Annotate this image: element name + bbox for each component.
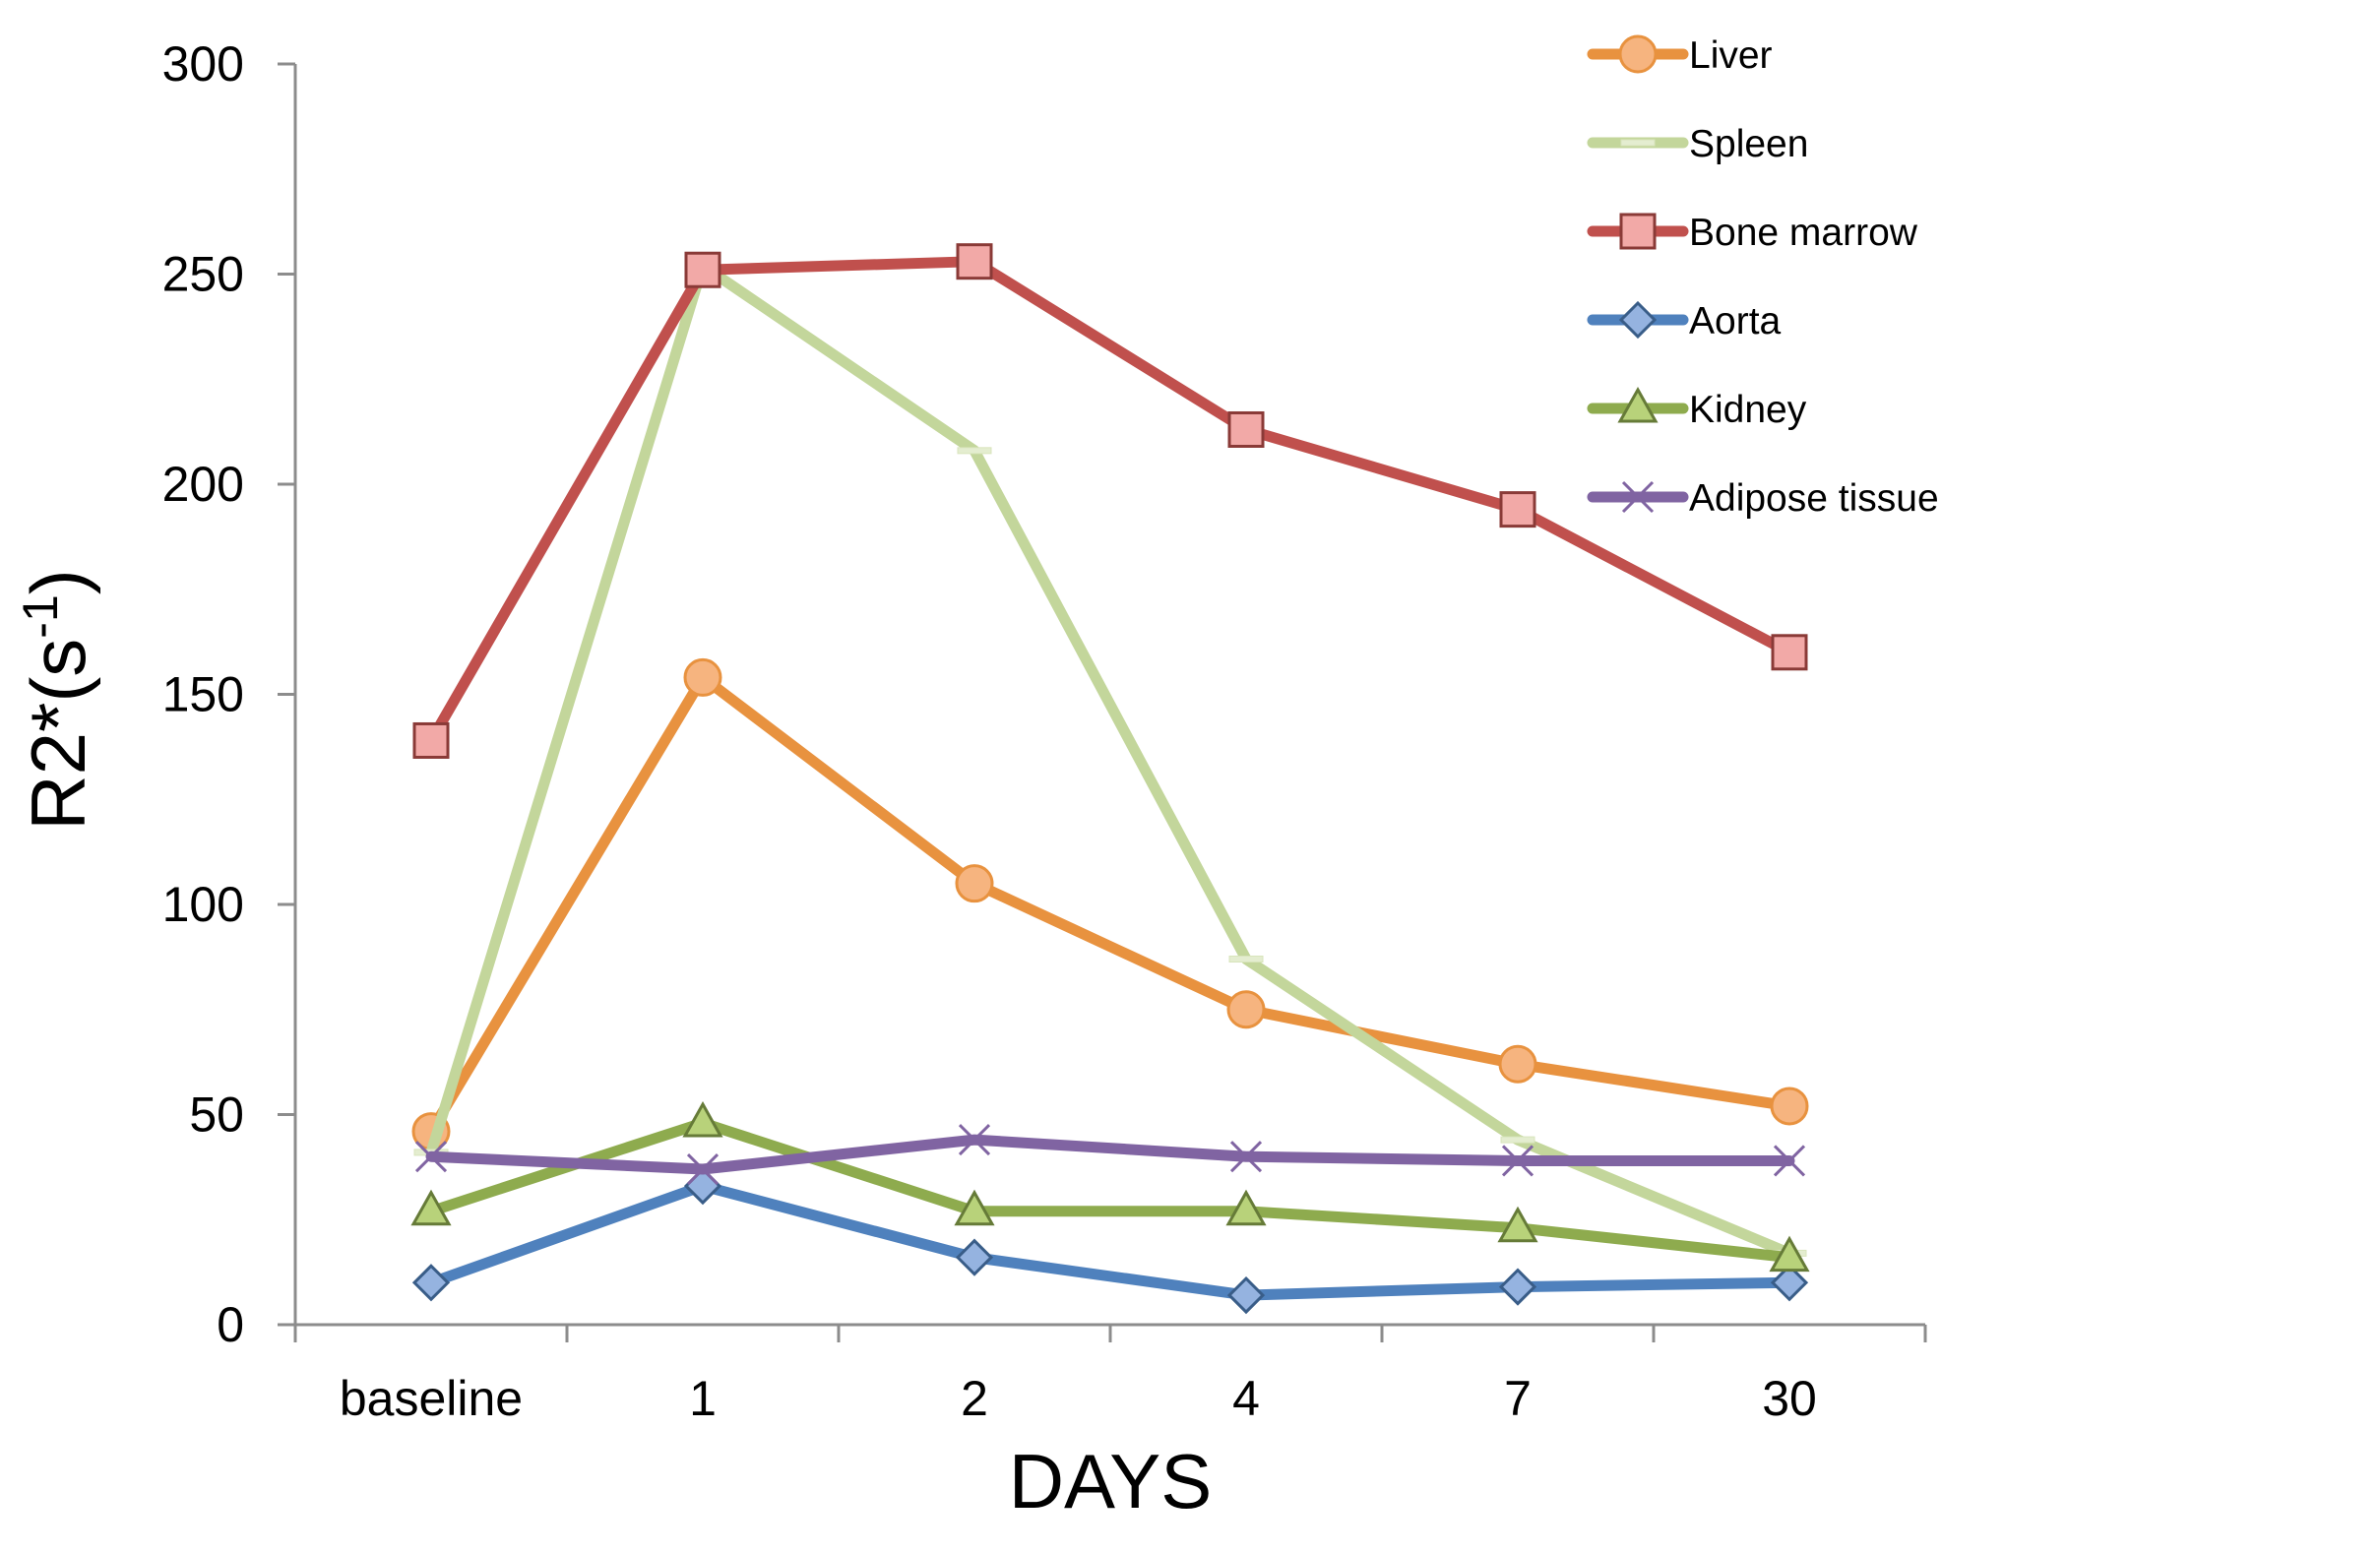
- series-line-liver: [425, 671, 1795, 1138]
- legend-label-bone-marrow: Bone marrow: [1689, 212, 1918, 254]
- data-point-adipose-tissue: [1501, 1145, 1534, 1177]
- legend-label-spleen: Spleen: [1689, 123, 1808, 165]
- data-point-kidney: [954, 1189, 995, 1226]
- legend-label-kidney: Kidney: [1689, 389, 1807, 431]
- series-layer: [410, 243, 1810, 1315]
- legend-item-spleen: Spleen: [1587, 123, 1808, 165]
- data-point-kidney: [1225, 1189, 1267, 1226]
- series-bone-marrow: [412, 243, 1808, 759]
- axes: [278, 62, 1927, 1342]
- data-point-adipose-tissue: [1229, 1141, 1263, 1173]
- legend-marker: [1621, 480, 1655, 514]
- data-point-aorta: [1498, 1268, 1537, 1306]
- y-tick-label: 250: [162, 247, 244, 302]
- marker-stroke: [686, 1152, 720, 1186]
- data-point-bone-marrow: [1771, 634, 1808, 671]
- legend-label-liver: Liver: [1689, 34, 1773, 77]
- series-liver: [411, 657, 1809, 1151]
- data-point-adipose-tissue: [414, 1141, 448, 1173]
- data-point-liver: [1498, 1044, 1537, 1084]
- legend-item-aorta: Aorta: [1587, 300, 1782, 342]
- y-tick-label: 150: [162, 667, 244, 722]
- data-point-spleen: [1500, 1136, 1535, 1144]
- data-point-bone-marrow: [1227, 410, 1265, 448]
- legend-marker: [1618, 34, 1658, 74]
- legend-item-kidney: Kidney: [1587, 386, 1807, 431]
- data-point-spleen: [1228, 956, 1264, 963]
- series-line-aorta: [425, 1180, 1795, 1301]
- series-line-bone-marrow: [425, 256, 1795, 746]
- x-tick-label: 7: [1504, 1371, 1532, 1426]
- y-tick-label: 200: [162, 457, 244, 512]
- x-tick-label: 2: [961, 1371, 988, 1426]
- data-point-aorta: [955, 1238, 994, 1276]
- legend-item-adipose-tissue: Adipose tissue: [1587, 477, 1939, 520]
- series-line-adipose-tissue: [425, 1134, 1795, 1175]
- x-tick-label: 1: [689, 1371, 717, 1426]
- y-tick-label: 300: [162, 36, 244, 92]
- data-point-bone-marrow: [956, 243, 993, 280]
- series-line-spleen: [425, 260, 1795, 1259]
- data-point-kidney: [682, 1100, 723, 1138]
- data-point-liver: [683, 657, 722, 697]
- legend-marker: [1620, 139, 1656, 147]
- data-point-kidney: [1769, 1235, 1810, 1273]
- data-point-aorta: [1226, 1275, 1266, 1315]
- y-axis-title-superscript: -1: [13, 594, 68, 638]
- legend-marker: [1618, 300, 1658, 340]
- data-point-aorta: [411, 1264, 451, 1302]
- x-axis-title: DAYS: [1009, 1438, 1213, 1524]
- marker-stroke: [414, 1141, 448, 1173]
- x-tick-label: 4: [1232, 1371, 1260, 1426]
- marker-stroke: [958, 1124, 991, 1156]
- data-point-bone-marrow: [412, 721, 450, 759]
- marker-stroke: [1621, 480, 1655, 514]
- data-point-kidney: [410, 1189, 452, 1226]
- series-kidney: [410, 1100, 1810, 1273]
- data-point-aorta: [1770, 1264, 1809, 1302]
- data-point-bone-marrow: [684, 251, 721, 288]
- x-tick-label: baseline: [340, 1371, 523, 1426]
- legend-label-aorta: Aorta: [1689, 300, 1782, 342]
- data-point-liver: [1770, 1087, 1809, 1126]
- legend-item-liver: Liver: [1587, 34, 1773, 77]
- legend-marker: [1617, 386, 1659, 423]
- data-point-liver: [1226, 990, 1266, 1029]
- data-point-adipose-tissue: [958, 1124, 991, 1156]
- legend-label-adipose-tissue: Adipose tissue: [1689, 477, 1939, 520]
- data-point-kidney: [1497, 1206, 1538, 1243]
- data-point-liver: [955, 864, 994, 903]
- legend: Liver Spleen Bone marrow Aorta Kidney Adipose…: [1587, 34, 1939, 520]
- legend-item-bone-marrow: Bone marrow: [1587, 212, 1918, 254]
- x-tick-labels: baseline 1 2 4 7 30: [340, 1371, 1817, 1426]
- x-tick-label: 30: [1762, 1371, 1817, 1426]
- marker-stroke: [1773, 1145, 1806, 1177]
- legend-marker: [1619, 213, 1657, 250]
- y-tick-label: 50: [189, 1087, 244, 1143]
- data-point-adipose-tissue: [1773, 1145, 1806, 1177]
- y-axis-title-main: R2*(s: [15, 639, 101, 831]
- y-tick-labels: 0 50 100 150 200 250 300: [162, 36, 244, 1352]
- data-point-adipose-tissue: [686, 1152, 720, 1186]
- series-line-kidney: [425, 1117, 1795, 1264]
- series-adipose-tissue: [414, 1124, 1806, 1186]
- y-axis-title: R2*(s-1): [13, 569, 101, 831]
- data-point-spleen: [957, 447, 992, 455]
- y-axis-title-suffix: ): [15, 569, 101, 594]
- marker-stroke: [1229, 1141, 1263, 1173]
- y-tick-label: 100: [162, 877, 244, 932]
- marker-stroke: [1501, 1145, 1534, 1177]
- data-point-bone-marrow: [1499, 491, 1536, 528]
- series-aorta: [411, 1166, 1809, 1315]
- y-tick-label: 0: [217, 1297, 244, 1352]
